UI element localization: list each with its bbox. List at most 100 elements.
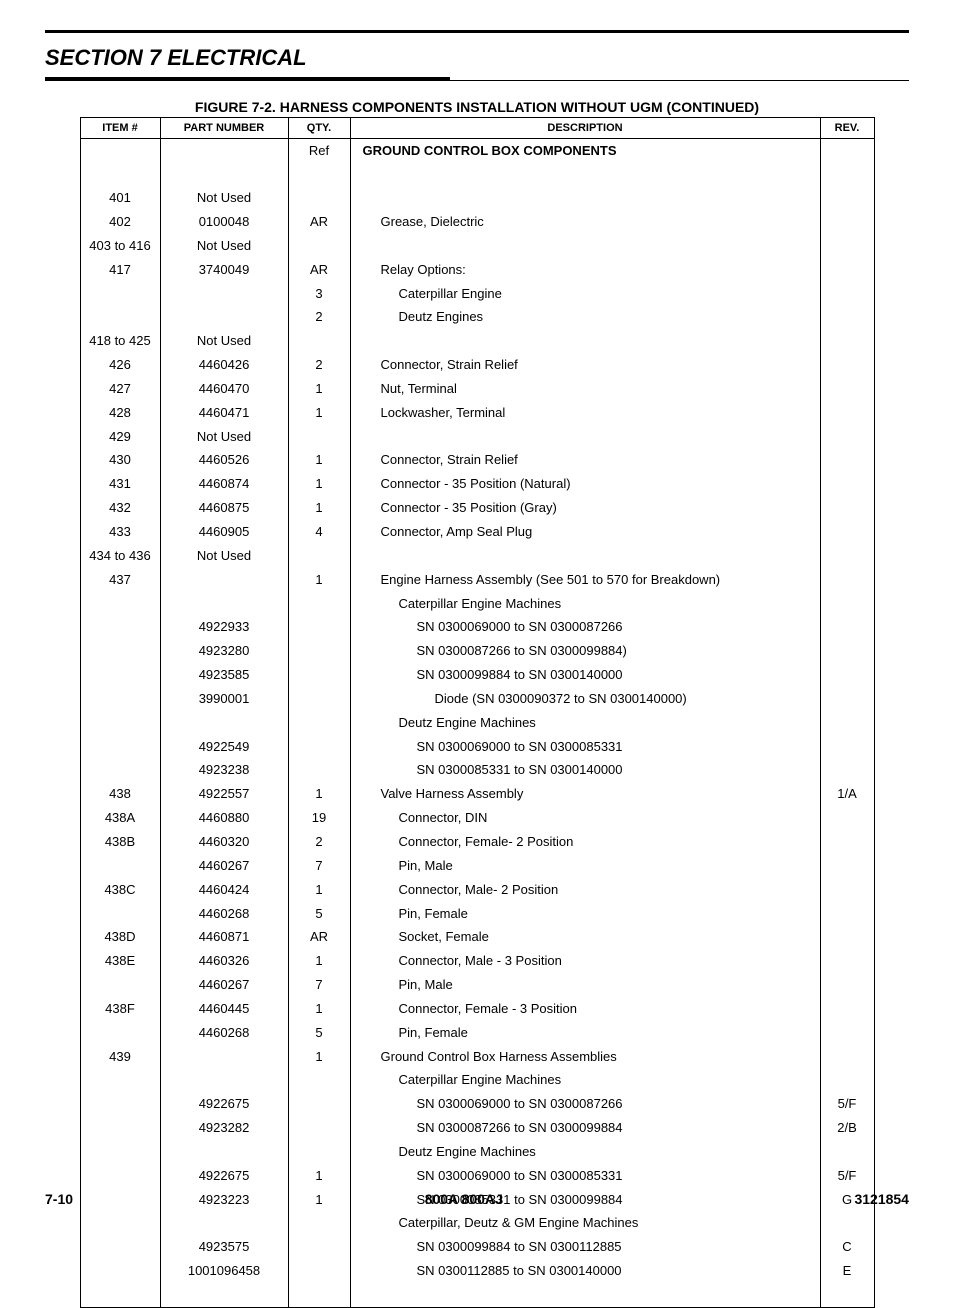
cell-desc: Connector - 35 Position (Natural) [350,473,820,497]
table-row: 3Caterpillar Engine [80,282,874,306]
cell-part [160,139,288,163]
table-row: Deutz Engine Machines [80,1140,874,1164]
cell-rev [820,1045,874,1069]
cell-item [80,139,160,163]
cell-part: 4923280 [160,640,288,664]
cell-desc: SN 0300112885 to SN 0300140000 [350,1260,820,1284]
cell-desc: Caterpillar Engine [350,282,820,306]
cell-desc: Pin, Male [350,974,820,998]
cell-item: 427 [80,377,160,401]
cell-qty: 2 [288,306,350,330]
cell-part: 4460471 [160,401,288,425]
table-row: 434 to 436Not Used [80,544,874,568]
cell-part: 3740049 [160,258,288,282]
table-row: 4371Engine Harness Assembly (See 501 to … [80,568,874,592]
cell-rev [820,1212,874,1236]
cell-part: 4460875 [160,497,288,521]
cell-part [160,282,288,306]
cell-item [80,640,160,664]
cell-item [80,902,160,926]
col-header-item: ITEM # [80,118,160,139]
cell-part: 4922557 [160,783,288,807]
cell-rev [820,425,874,449]
table-header-row: ITEM # PART NUMBER QTY. DESCRIPTION REV. [80,118,874,139]
cell-item: 438A [80,807,160,831]
cell-desc [350,544,820,568]
cell-rev [820,330,874,354]
cell-qty: 4 [288,521,350,545]
cell-qty [288,330,350,354]
cell-item: 428 [80,401,160,425]
cell-rev [820,473,874,497]
cell-item [80,1021,160,1045]
cell-desc [350,425,820,449]
table-row: 438A446088019Connector, DIN [80,807,874,831]
table-row: 43044605261Connector, Strain Relief [80,449,874,473]
table-row: 4391Ground Control Box Harness Assemblie… [80,1045,874,1069]
cell-desc: Connector, Strain Relief [350,449,820,473]
cell-item [80,974,160,998]
cell-desc: Caterpillar Engine Machines [350,592,820,616]
cell-rev [820,234,874,258]
cell-qty: 1 [288,1164,350,1188]
cell-part: 0100048 [160,211,288,235]
table-row: 44602677Pin, Male [80,854,874,878]
cell-qty: AR [288,258,350,282]
cell-rev [820,830,874,854]
table-row: Caterpillar, Deutz & GM Engine Machines [80,1212,874,1236]
cell-part: Not Used [160,425,288,449]
cell-desc: Caterpillar, Deutz & GM Engine Machines [350,1212,820,1236]
cell-qty: 1 [288,401,350,425]
cell-item: 418 to 425 [80,330,160,354]
cell-rev: 5/F [820,1164,874,1188]
cell-part: 4923575 [160,1236,288,1260]
cell-part: 4923585 [160,664,288,688]
cell-item: 430 [80,449,160,473]
cell-rev [820,926,874,950]
table-row: 438E44603261Connector, Male - 3 Position [80,950,874,974]
cell-qty: 1 [288,878,350,902]
cell-desc: Pin, Male [350,854,820,878]
cell-rev [820,497,874,521]
table-row: 44602685Pin, Female [80,902,874,926]
cell-item: 426 [80,354,160,378]
cell-desc: Relay Options: [350,258,820,282]
cell-rev [820,616,874,640]
cell-part: 1001096458 [160,1260,288,1284]
cell-qty [288,592,350,616]
cell-item: 438E [80,950,160,974]
cell-desc [350,234,820,258]
cell-desc: Connector, Female- 2 Position [350,830,820,854]
cell-item [80,1212,160,1236]
cell-rev [820,735,874,759]
cell-qty: 1 [288,377,350,401]
cell-part: 4460445 [160,997,288,1021]
table-row: 3990001Diode (SN 0300090372 to SN 030014… [80,687,874,711]
cell-rev [820,282,874,306]
cell-desc: SN 0300099884 to SN 0300112885 [350,1236,820,1260]
cell-item [80,616,160,640]
cell-item: 437 [80,568,160,592]
table-row: 4923238SN 0300085331 to SN 0300140000 [80,759,874,783]
cell-qty: 7 [288,854,350,878]
cell-rev [820,902,874,926]
table-row: 44602685Pin, Female [80,1021,874,1045]
cell-rev [820,354,874,378]
cell-item: 401 [80,187,160,211]
cell-rev [820,521,874,545]
cell-qty [288,234,350,258]
cell-item [80,282,160,306]
cell-part [160,306,288,330]
cell-qty [288,687,350,711]
cell-item: 433 [80,521,160,545]
cell-desc: Lockwasher, Terminal [350,401,820,425]
parts-table: ITEM # PART NUMBER QTY. DESCRIPTION REV.… [80,117,875,1308]
cell-item [80,1069,160,1093]
cell-rev [820,974,874,998]
cell-rev [820,759,874,783]
cell-qty: 2 [288,354,350,378]
cell-part [160,1212,288,1236]
cell-desc: Connector, Female - 3 Position [350,997,820,1021]
cell-qty: 1 [288,950,350,974]
cell-part [160,1069,288,1093]
